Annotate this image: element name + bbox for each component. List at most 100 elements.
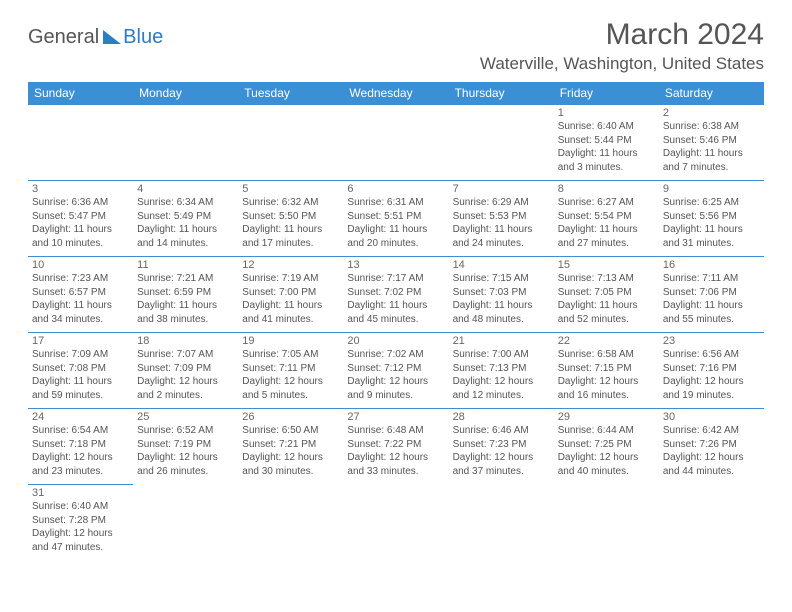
- day-number: 25: [137, 411, 234, 423]
- sunset-text: Sunset: 7:15 PM: [558, 362, 655, 376]
- day-info: Sunrise: 6:42 AMSunset: 7:26 PMDaylight:…: [663, 424, 760, 478]
- day-number: 26: [242, 411, 339, 423]
- daylight-text: Daylight: 11 hours and 10 minutes.: [32, 223, 129, 250]
- day-number: 17: [32, 335, 129, 347]
- day-number: 1: [558, 107, 655, 119]
- daylight-text: Daylight: 11 hours and 55 minutes.: [663, 299, 760, 326]
- sunset-text: Sunset: 6:57 PM: [32, 286, 129, 300]
- sunrise-text: Sunrise: 6:54 AM: [32, 424, 129, 438]
- day-number: 7: [453, 183, 550, 195]
- daylight-text: Daylight: 12 hours and 47 minutes.: [32, 527, 129, 554]
- daylight-text: Daylight: 12 hours and 33 minutes.: [347, 451, 444, 478]
- day-info: Sunrise: 6:40 AMSunset: 7:28 PMDaylight:…: [32, 500, 129, 554]
- title-section: March 2024 Waterville, Washington, Unite…: [480, 18, 764, 74]
- sunrise-text: Sunrise: 6:50 AM: [242, 424, 339, 438]
- calendar-day-cell: 19Sunrise: 7:05 AMSunset: 7:11 PMDayligh…: [238, 333, 343, 409]
- daylight-text: Daylight: 11 hours and 24 minutes.: [453, 223, 550, 250]
- weekday-header: Saturday: [659, 82, 764, 105]
- sunrise-text: Sunrise: 6:56 AM: [663, 348, 760, 362]
- daylight-text: Daylight: 12 hours and 26 minutes.: [137, 451, 234, 478]
- calendar-day-cell: 16Sunrise: 7:11 AMSunset: 7:06 PMDayligh…: [659, 257, 764, 333]
- calendar-week-row: 3Sunrise: 6:36 AMSunset: 5:47 PMDaylight…: [28, 181, 764, 257]
- sunset-text: Sunset: 5:53 PM: [453, 210, 550, 224]
- day-info: Sunrise: 6:46 AMSunset: 7:23 PMDaylight:…: [453, 424, 550, 478]
- daylight-text: Daylight: 12 hours and 23 minutes.: [32, 451, 129, 478]
- calendar-day-cell: 26Sunrise: 6:50 AMSunset: 7:21 PMDayligh…: [238, 409, 343, 485]
- daylight-text: Daylight: 12 hours and 9 minutes.: [347, 375, 444, 402]
- calendar-day-cell: 23Sunrise: 6:56 AMSunset: 7:16 PMDayligh…: [659, 333, 764, 409]
- calendar-day-cell: [238, 485, 343, 561]
- daylight-text: Daylight: 12 hours and 40 minutes.: [558, 451, 655, 478]
- sunrise-text: Sunrise: 6:48 AM: [347, 424, 444, 438]
- sunset-text: Sunset: 5:54 PM: [558, 210, 655, 224]
- sunset-text: Sunset: 7:02 PM: [347, 286, 444, 300]
- day-info: Sunrise: 6:52 AMSunset: 7:19 PMDaylight:…: [137, 424, 234, 478]
- weekday-header: Thursday: [449, 82, 554, 105]
- calendar-day-cell: 18Sunrise: 7:07 AMSunset: 7:09 PMDayligh…: [133, 333, 238, 409]
- day-info: Sunrise: 7:21 AMSunset: 6:59 PMDaylight:…: [137, 272, 234, 326]
- day-number: 27: [347, 411, 444, 423]
- day-number: 31: [32, 487, 129, 499]
- calendar-day-cell: 21Sunrise: 7:00 AMSunset: 7:13 PMDayligh…: [449, 333, 554, 409]
- calendar-day-cell: 31Sunrise: 6:40 AMSunset: 7:28 PMDayligh…: [28, 485, 133, 561]
- calendar-day-cell: 17Sunrise: 7:09 AMSunset: 7:08 PMDayligh…: [28, 333, 133, 409]
- calendar-day-cell: 11Sunrise: 7:21 AMSunset: 6:59 PMDayligh…: [133, 257, 238, 333]
- day-number: 30: [663, 411, 760, 423]
- sunrise-text: Sunrise: 6:44 AM: [558, 424, 655, 438]
- calendar-day-cell: 3Sunrise: 6:36 AMSunset: 5:47 PMDaylight…: [28, 181, 133, 257]
- sunset-text: Sunset: 5:51 PM: [347, 210, 444, 224]
- daylight-text: Daylight: 11 hours and 59 minutes.: [32, 375, 129, 402]
- calendar-day-cell: 5Sunrise: 6:32 AMSunset: 5:50 PMDaylight…: [238, 181, 343, 257]
- day-number: 10: [32, 259, 129, 271]
- day-info: Sunrise: 7:05 AMSunset: 7:11 PMDaylight:…: [242, 348, 339, 402]
- sunset-text: Sunset: 7:22 PM: [347, 438, 444, 452]
- logo: General Blue: [28, 26, 163, 49]
- month-title: March 2024: [480, 18, 764, 52]
- day-number: 13: [347, 259, 444, 271]
- sunrise-text: Sunrise: 7:09 AM: [32, 348, 129, 362]
- calendar-week-row: 17Sunrise: 7:09 AMSunset: 7:08 PMDayligh…: [28, 333, 764, 409]
- weekday-header: Sunday: [28, 82, 133, 105]
- sunset-text: Sunset: 7:05 PM: [558, 286, 655, 300]
- daylight-text: Daylight: 12 hours and 44 minutes.: [663, 451, 760, 478]
- daylight-text: Daylight: 11 hours and 34 minutes.: [32, 299, 129, 326]
- daylight-text: Daylight: 12 hours and 19 minutes.: [663, 375, 760, 402]
- day-info: Sunrise: 7:17 AMSunset: 7:02 PMDaylight:…: [347, 272, 444, 326]
- sunrise-text: Sunrise: 6:46 AM: [453, 424, 550, 438]
- day-info: Sunrise: 6:25 AMSunset: 5:56 PMDaylight:…: [663, 196, 760, 250]
- calendar-week-row: 1Sunrise: 6:40 AMSunset: 5:44 PMDaylight…: [28, 105, 764, 181]
- calendar-day-cell: 6Sunrise: 6:31 AMSunset: 5:51 PMDaylight…: [343, 181, 448, 257]
- daylight-text: Daylight: 12 hours and 12 minutes.: [453, 375, 550, 402]
- calendar-day-cell: 7Sunrise: 6:29 AMSunset: 5:53 PMDaylight…: [449, 181, 554, 257]
- sunrise-text: Sunrise: 7:13 AM: [558, 272, 655, 286]
- sunset-text: Sunset: 7:26 PM: [663, 438, 760, 452]
- weekday-header: Friday: [554, 82, 659, 105]
- day-info: Sunrise: 7:13 AMSunset: 7:05 PMDaylight:…: [558, 272, 655, 326]
- day-info: Sunrise: 6:31 AMSunset: 5:51 PMDaylight:…: [347, 196, 444, 250]
- sunset-text: Sunset: 5:49 PM: [137, 210, 234, 224]
- day-number: 14: [453, 259, 550, 271]
- daylight-text: Daylight: 12 hours and 5 minutes.: [242, 375, 339, 402]
- sunset-text: Sunset: 7:21 PM: [242, 438, 339, 452]
- sunset-text: Sunset: 7:23 PM: [453, 438, 550, 452]
- sunset-text: Sunset: 5:46 PM: [663, 134, 760, 148]
- calendar-day-cell: [554, 485, 659, 561]
- sunrise-text: Sunrise: 6:25 AM: [663, 196, 760, 210]
- calendar-day-cell: [133, 485, 238, 561]
- sunrise-text: Sunrise: 6:36 AM: [32, 196, 129, 210]
- day-number: 20: [347, 335, 444, 347]
- page-header: General Blue March 2024 Waterville, Wash…: [28, 18, 764, 74]
- calendar-day-cell: 25Sunrise: 6:52 AMSunset: 7:19 PMDayligh…: [133, 409, 238, 485]
- day-info: Sunrise: 6:27 AMSunset: 5:54 PMDaylight:…: [558, 196, 655, 250]
- calendar-day-cell: [343, 105, 448, 181]
- weekday-header-row: Sunday Monday Tuesday Wednesday Thursday…: [28, 82, 764, 105]
- sunset-text: Sunset: 5:56 PM: [663, 210, 760, 224]
- day-number: 11: [137, 259, 234, 271]
- sunrise-text: Sunrise: 6:40 AM: [558, 120, 655, 134]
- sunset-text: Sunset: 7:11 PM: [242, 362, 339, 376]
- calendar-day-cell: [449, 485, 554, 561]
- sunrise-text: Sunrise: 7:05 AM: [242, 348, 339, 362]
- calendar-day-cell: 9Sunrise: 6:25 AMSunset: 5:56 PMDaylight…: [659, 181, 764, 257]
- sunrise-text: Sunrise: 7:19 AM: [242, 272, 339, 286]
- day-number: 4: [137, 183, 234, 195]
